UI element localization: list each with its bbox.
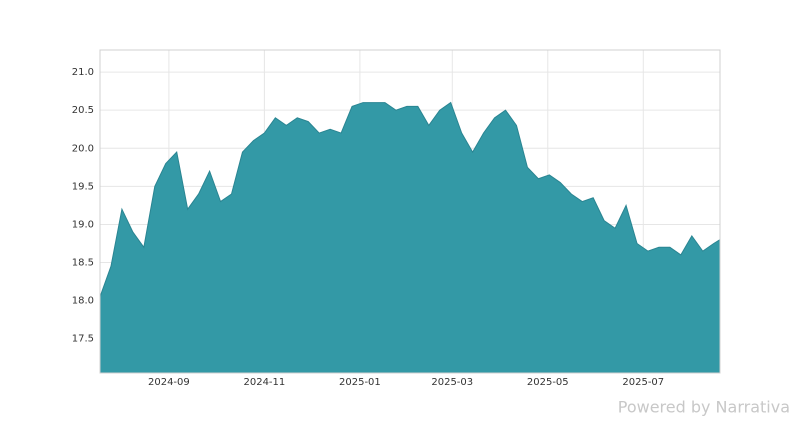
y-tick-label: 19.0 [72,219,94,230]
area [99,101,721,374]
plot-frame [99,49,721,374]
x-tick-label: 2025-07 [622,377,664,388]
x-tick-label: 2025-03 [431,377,473,388]
x-tick-label: 2024-11 [243,377,285,388]
x-tick-label: 2025-01 [339,377,381,388]
y-tick-label: 20.0 [72,143,94,154]
y-tick-label: 19.5 [72,181,94,192]
y-tick-label: 20.5 [72,105,94,116]
x-tick-label: 2025-05 [527,377,569,388]
y-tick-label: 21.0 [72,67,94,78]
x-tick-label: 2024-09 [148,377,190,388]
y-tick-label: 17.5 [72,334,94,345]
y-tick-label: 18.0 [72,296,94,307]
y-tick-label: 18.5 [72,258,94,269]
footer: Powered by Narrativa [618,398,790,417]
